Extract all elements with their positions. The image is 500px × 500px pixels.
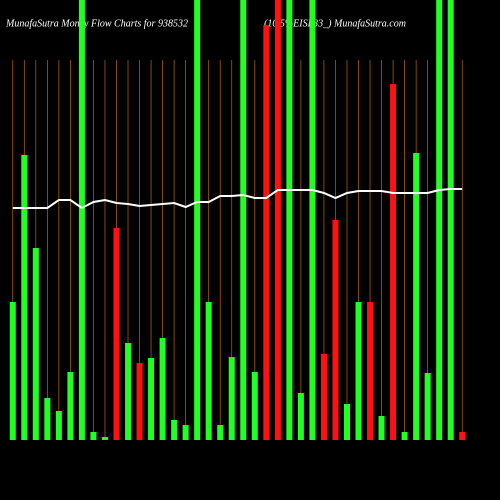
bar xyxy=(228,357,235,440)
bar xyxy=(390,84,397,440)
bar xyxy=(367,302,374,440)
bar xyxy=(343,404,350,440)
bar xyxy=(32,248,39,440)
bar xyxy=(205,302,212,440)
bar xyxy=(413,153,420,440)
bar xyxy=(44,398,51,440)
bar xyxy=(67,372,74,440)
bar xyxy=(309,0,316,440)
bar xyxy=(78,0,85,440)
money-flow-line xyxy=(12,188,463,210)
bar xyxy=(459,432,466,440)
bar xyxy=(148,358,155,440)
bar xyxy=(286,0,293,440)
bar xyxy=(240,0,247,440)
bar xyxy=(21,155,28,440)
bar xyxy=(378,416,385,440)
bar xyxy=(263,25,270,440)
bar xyxy=(320,354,327,440)
bar xyxy=(355,302,362,440)
bar xyxy=(436,0,443,440)
bar xyxy=(101,437,108,440)
bar xyxy=(194,0,201,440)
bar xyxy=(424,373,431,440)
bar xyxy=(9,302,16,440)
bar xyxy=(217,425,224,440)
bar xyxy=(159,338,166,440)
bar xyxy=(55,411,62,440)
bar xyxy=(90,432,97,440)
bar xyxy=(297,393,304,440)
bar xyxy=(136,363,143,440)
chart-title: MunafaSutra Money Flow Charts for 938532 xyxy=(5,18,188,29)
bar xyxy=(401,432,408,440)
bar xyxy=(274,0,281,440)
bar xyxy=(171,420,178,440)
bar xyxy=(447,0,454,440)
chart-subtitle: (10.5%EISL33_) MunafaSutra.com xyxy=(264,18,406,29)
bar xyxy=(113,228,120,440)
bar xyxy=(332,220,339,440)
bar xyxy=(125,343,132,440)
bar xyxy=(182,425,189,440)
bar xyxy=(251,372,258,440)
